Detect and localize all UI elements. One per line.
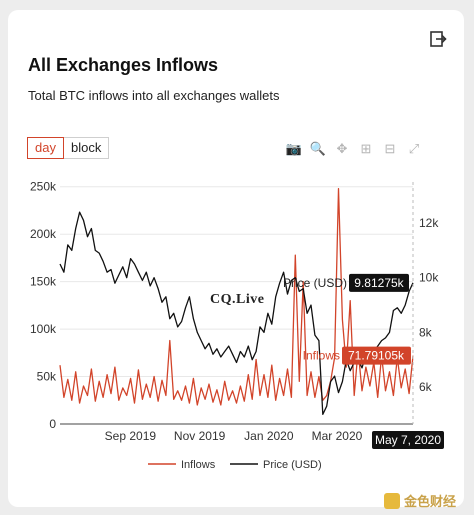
brand-footer: 金色财经 — [384, 491, 456, 510]
chart-subtitle: Total BTC inflows into all exchanges wal… — [28, 88, 280, 103]
tab-block[interactable]: block — [63, 137, 110, 159]
hover-date-value: May 7, 2020 — [375, 433, 441, 447]
hover-price-label: Price (USD) — [283, 276, 347, 290]
brand-name: 金色财经 — [404, 494, 457, 509]
legend-label-inflows: Inflows — [181, 459, 216, 471]
export-icon[interactable] — [428, 30, 448, 50]
hover-date-box — [372, 431, 444, 449]
y-tick-label-0: 0 — [49, 417, 56, 431]
hover-price-value: 9.81275k — [354, 276, 404, 290]
pan-icon[interactable]: ✥ — [336, 141, 348, 156]
y-tick-label-4: 200k — [30, 227, 57, 241]
export-icon-svg — [430, 31, 447, 47]
hover-inflow-box — [342, 346, 411, 365]
legend: Inflows Price (USD) — [148, 459, 322, 471]
legend-label-price: Price (USD) — [263, 459, 322, 471]
granularity-tabs: day block — [27, 137, 110, 159]
autoscale-icon[interactable]: ⤢ — [408, 141, 420, 156]
y-tick-label-1: 50k — [37, 370, 57, 384]
zoom-out-icon[interactable]: ⊟ — [384, 141, 396, 156]
watermark: CQ.Live — [210, 292, 265, 307]
chart-toolbar: 📷 🔍 ✥ ⊞ ⊟ ⤢ — [285, 141, 423, 157]
y2-tick-label-0: 6k — [419, 380, 433, 394]
tab-day[interactable]: day — [27, 137, 64, 159]
hover-inflow-label: Inflows — [303, 349, 340, 363]
x-tick-label-3: Mar 2020 — [312, 429, 363, 443]
y2-tick-label-1: 8k — [419, 325, 433, 339]
x-tick-label-1: Nov 2019 — [174, 429, 226, 443]
y2-tick-label-3: 12k — [419, 216, 439, 230]
y-tick-label-3: 150k — [30, 275, 57, 289]
chart-title: All Exchanges Inflows — [28, 55, 219, 75]
hover-price-box — [349, 273, 409, 292]
y-tick-label-2: 100k — [30, 322, 57, 336]
x-tick-label-2: Jan 2020 — [244, 429, 294, 443]
camera-icon[interactable]: 📷 — [285, 141, 303, 156]
series-line-inflows — [59, 187, 414, 406]
zoom-icon[interactable]: 🔍 — [309, 141, 327, 156]
hover-inflow-value: 71.79105k — [348, 349, 405, 363]
brand-logo-icon — [384, 492, 400, 509]
y2-tick-label-2: 10k — [419, 271, 439, 285]
y-tick-label-5: 250k — [30, 180, 57, 194]
zoom-in-icon[interactable]: ⊞ — [360, 141, 372, 156]
x-tick-label-0: Sep 2019 — [105, 429, 157, 443]
